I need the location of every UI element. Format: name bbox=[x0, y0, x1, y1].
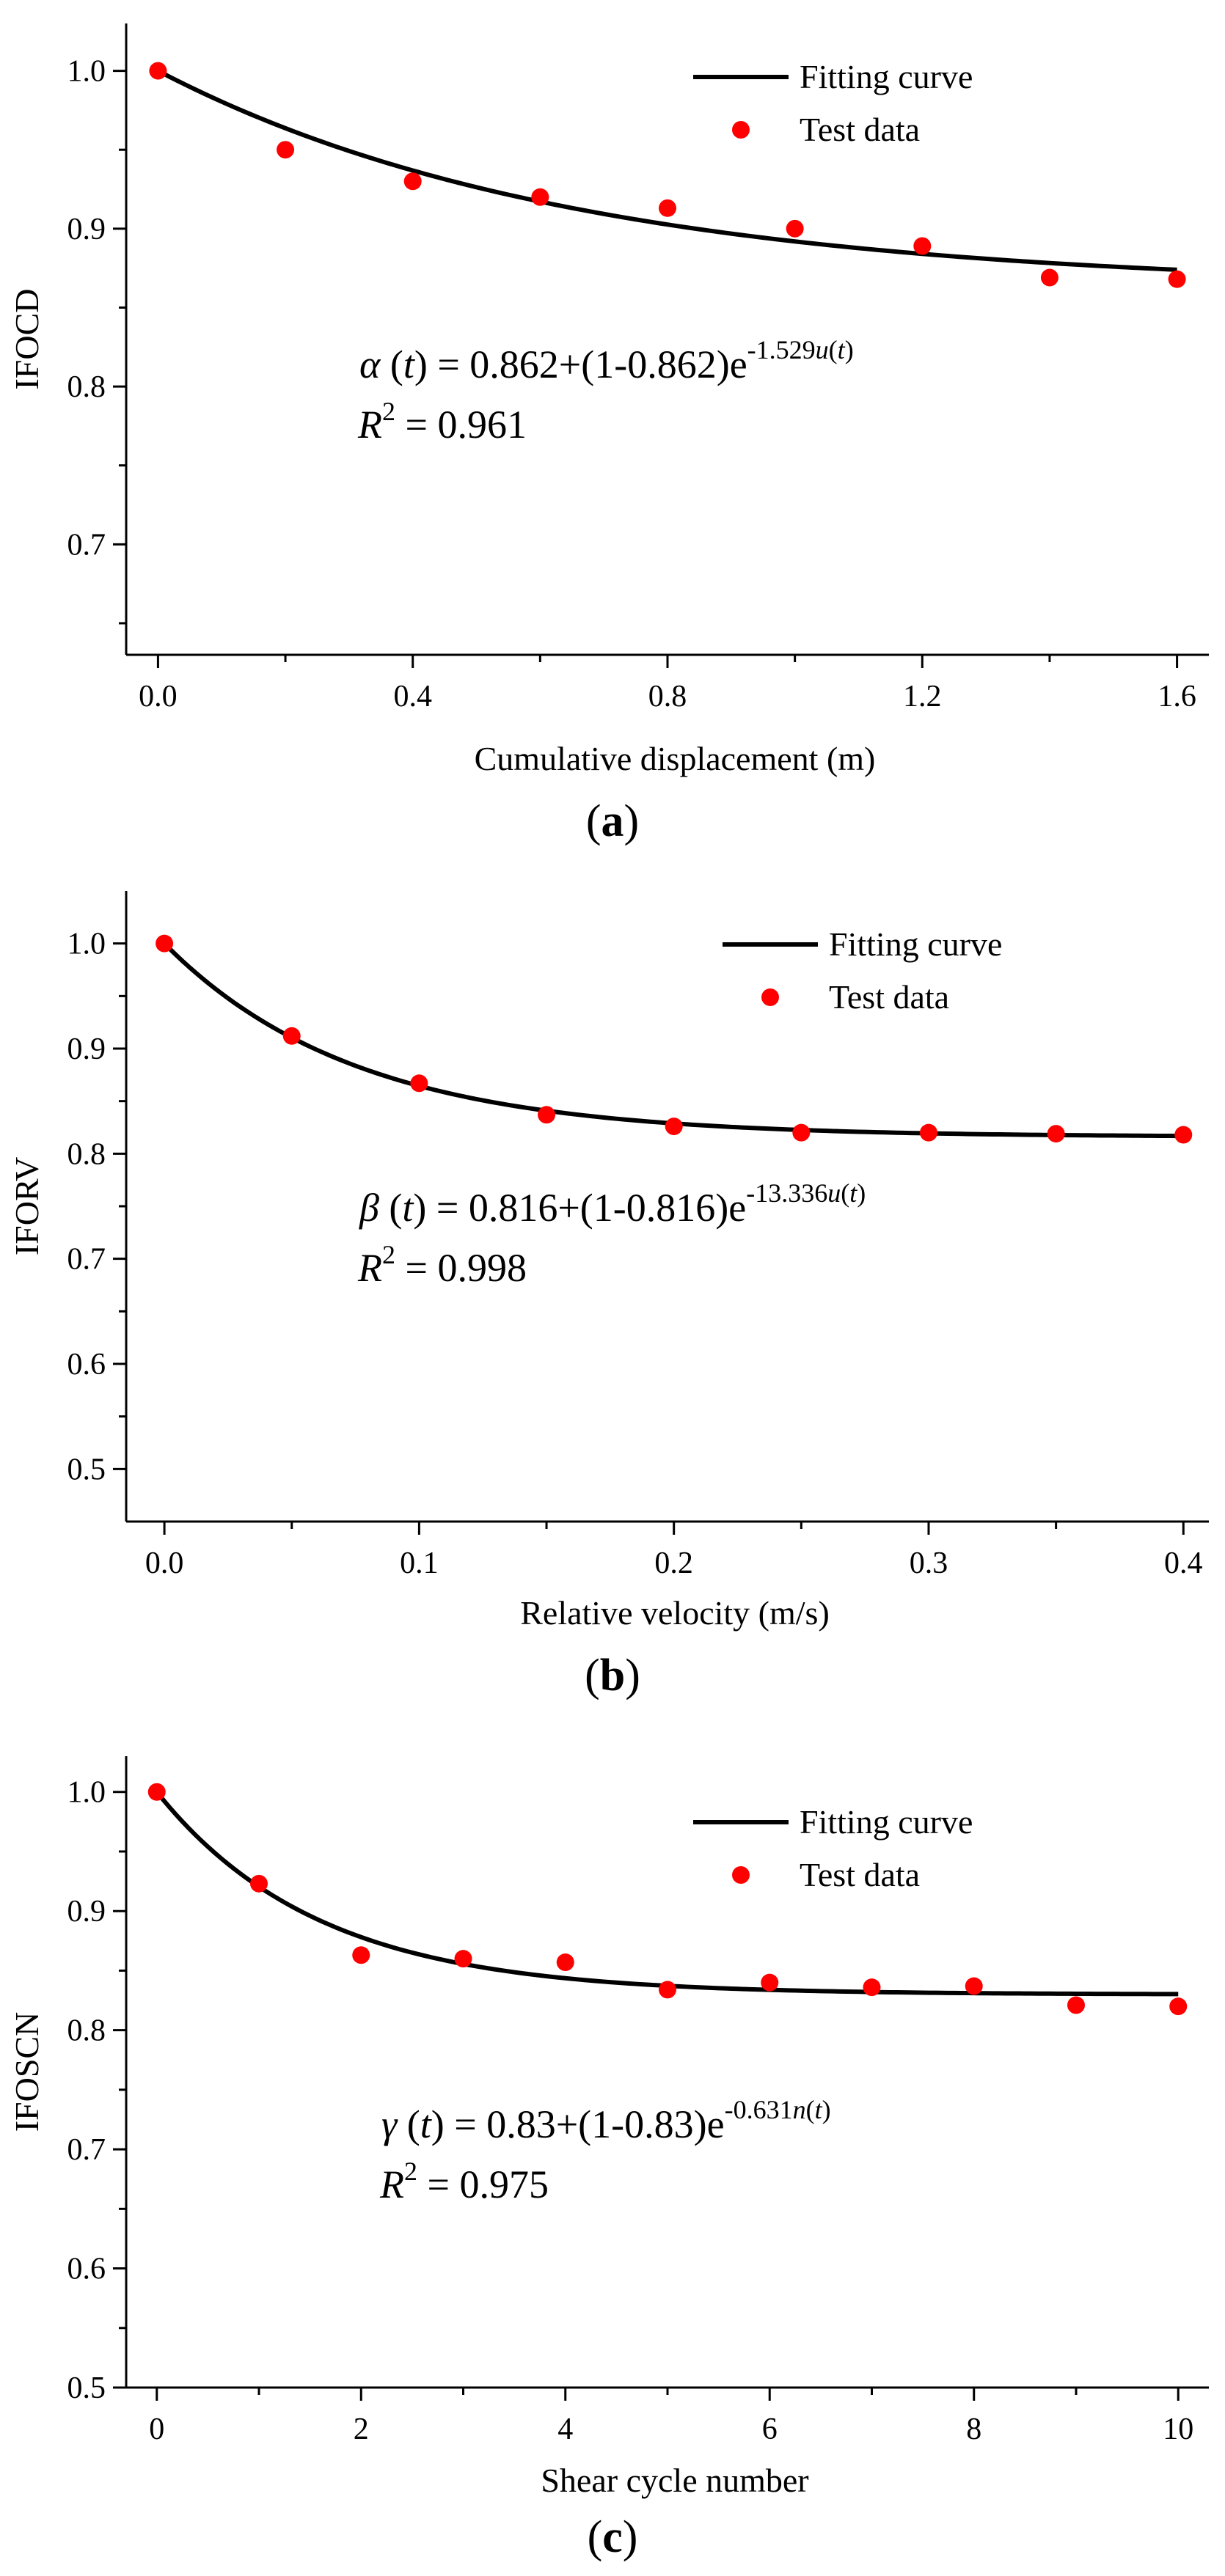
test-data-point bbox=[1168, 270, 1186, 288]
test-data-point bbox=[454, 1950, 472, 1968]
test-data-point bbox=[1067, 1996, 1085, 2014]
test-data-point bbox=[277, 141, 295, 159]
x-tick-label: 0.8 bbox=[648, 680, 687, 713]
x-axis-title: Cumulative displacement (m) bbox=[475, 740, 876, 777]
test-data-point bbox=[659, 199, 676, 217]
panel-label: (a) bbox=[586, 796, 639, 846]
r-squared-label: R2 = 0.961 bbox=[357, 397, 527, 447]
legend-fitting-curve-label: Fitting curve bbox=[800, 58, 973, 95]
y-tick-label: 0.9 bbox=[67, 1032, 106, 1066]
x-tick-label: 0 bbox=[149, 2412, 164, 2446]
y-tick-label: 1.0 bbox=[67, 928, 106, 961]
x-tick-label: 0.0 bbox=[145, 1546, 184, 1580]
test-data-point bbox=[538, 1106, 556, 1124]
r-squared-label: R2 = 0.975 bbox=[379, 2157, 549, 2206]
legend-test-data-label: Test data bbox=[800, 111, 920, 148]
legend-point-swatch bbox=[732, 121, 750, 139]
fitting-curve-line bbox=[157, 68, 1177, 272]
y-axis-title: IFOCD bbox=[8, 288, 45, 389]
fit-equation: β (t) = 0.816+(1-0.816)e-13.336u(t) bbox=[359, 1178, 866, 1230]
test-data-point bbox=[410, 1074, 428, 1093]
test-data-point bbox=[1174, 1126, 1193, 1144]
x-tick-label: 0.1 bbox=[400, 1546, 439, 1580]
y-tick-label: 0.7 bbox=[67, 528, 106, 562]
chart-panel-a: 0.0 0.4 0.8 1.2 1.6 0.7 0.8 0.9 1.0 Cumulative di… bbox=[8, 23, 1209, 846]
test-data-point bbox=[792, 1123, 811, 1142]
legend-point-swatch bbox=[761, 988, 779, 1006]
x-tick-label: 2 bbox=[354, 2412, 369, 2446]
y-tick-label: 1.0 bbox=[67, 55, 106, 89]
test-data-point bbox=[913, 237, 932, 255]
y-tick-label: 0.8 bbox=[67, 1137, 106, 1171]
test-data-point bbox=[665, 1118, 683, 1136]
y-tick-label: 0.7 bbox=[67, 1243, 106, 1277]
test-data-point bbox=[1047, 1125, 1065, 1143]
y-tick-label: 0.5 bbox=[67, 2371, 106, 2405]
test-data-point bbox=[147, 1783, 166, 1801]
test-data-point bbox=[352, 1946, 370, 1964]
y-tick-label: 1.0 bbox=[67, 1776, 106, 1810]
legend: Fitting curve Test data bbox=[693, 1803, 973, 1893]
x-tick-label: 8 bbox=[966, 2412, 981, 2446]
x-tick-label: 1.6 bbox=[1158, 680, 1196, 713]
x-tick-label: 10 bbox=[1163, 2412, 1193, 2446]
y-tick-label: 0.5 bbox=[67, 1453, 106, 1486]
test-data-point bbox=[761, 1973, 779, 1992]
y-tick-label: 0.7 bbox=[67, 2133, 106, 2167]
chart-panel-c: 0 2 4 6 8 10 0.5 0.6 0.7 0.8 0.9 1.0 Shear cycle num… bbox=[8, 1756, 1209, 2562]
r-squared-label: R2 = 0.998 bbox=[357, 1240, 527, 1290]
chart-panel-b: 0.0 0.1 0.2 0.3 0.4 0.5 0.6 0.7 0.8 0.9 1.0 Relativ… bbox=[8, 891, 1209, 1700]
test-data-point bbox=[556, 1953, 574, 1972]
y-tick-label: 0.6 bbox=[67, 2253, 106, 2286]
fit-equation: γ (t) = 0.83+(1-0.83)e-0.631n(t) bbox=[381, 2095, 831, 2146]
test-data-point bbox=[282, 1027, 301, 1045]
test-data-point bbox=[156, 934, 174, 953]
test-data-point bbox=[531, 188, 549, 206]
test-data-point bbox=[919, 1123, 937, 1142]
y-tick-label: 0.8 bbox=[67, 370, 106, 404]
x-tick-label: 0.0 bbox=[139, 680, 178, 713]
legend-test-data-label: Test data bbox=[800, 1856, 920, 1893]
x-tick-label: 0.2 bbox=[654, 1546, 693, 1580]
legend-fitting-curve-label: Fitting curve bbox=[829, 925, 1002, 963]
x-tick-label: 0.4 bbox=[1164, 1546, 1203, 1580]
fitting-curve-line bbox=[162, 942, 1184, 1139]
x-tick-label: 0.3 bbox=[910, 1546, 948, 1580]
x-tick-label: 0.4 bbox=[393, 680, 432, 713]
test-data-point bbox=[659, 1981, 676, 1999]
x-tick-label: 4 bbox=[557, 2412, 573, 2446]
test-data-point bbox=[250, 1874, 268, 1893]
legend: Fitting curve Test data bbox=[723, 925, 1002, 1016]
test-data-point bbox=[863, 1978, 881, 1997]
test-data-point bbox=[786, 219, 804, 238]
legend: Fitting curve Test data bbox=[693, 58, 973, 148]
x-tick-label: 6 bbox=[762, 2412, 778, 2446]
x-axis-title: Relative velocity (m/s) bbox=[520, 1594, 830, 1632]
fit-equation: α (t) = 0.862+(1-0.862)e-1.529u(t) bbox=[359, 335, 854, 386]
y-tick-label: 0.8 bbox=[67, 2014, 106, 2048]
y-tick-label: 0.9 bbox=[67, 213, 106, 246]
test-data-point bbox=[965, 1977, 983, 1995]
y-tick-label: 0.9 bbox=[67, 1895, 106, 1929]
x-tick-label: 1.2 bbox=[903, 680, 942, 713]
test-data-point bbox=[149, 62, 167, 80]
test-data-point bbox=[1169, 1997, 1188, 2016]
legend-fitting-curve-label: Fitting curve bbox=[800, 1803, 973, 1841]
panel-label: (b) bbox=[585, 1651, 640, 1700]
y-tick-label: 0.6 bbox=[67, 1348, 106, 1381]
legend-point-swatch bbox=[732, 1866, 750, 1884]
panel-label: (c) bbox=[588, 2512, 638, 2562]
fitting-curve-line bbox=[155, 1790, 1179, 1997]
test-data-point bbox=[403, 172, 422, 191]
y-axis-title: IFORV bbox=[8, 1157, 45, 1255]
legend-test-data-label: Test data bbox=[829, 978, 949, 1016]
y-axis-title: IFOSCN bbox=[8, 2012, 45, 2132]
x-axis-title: Shear cycle number bbox=[541, 2462, 808, 2499]
test-data-point bbox=[1040, 268, 1058, 287]
